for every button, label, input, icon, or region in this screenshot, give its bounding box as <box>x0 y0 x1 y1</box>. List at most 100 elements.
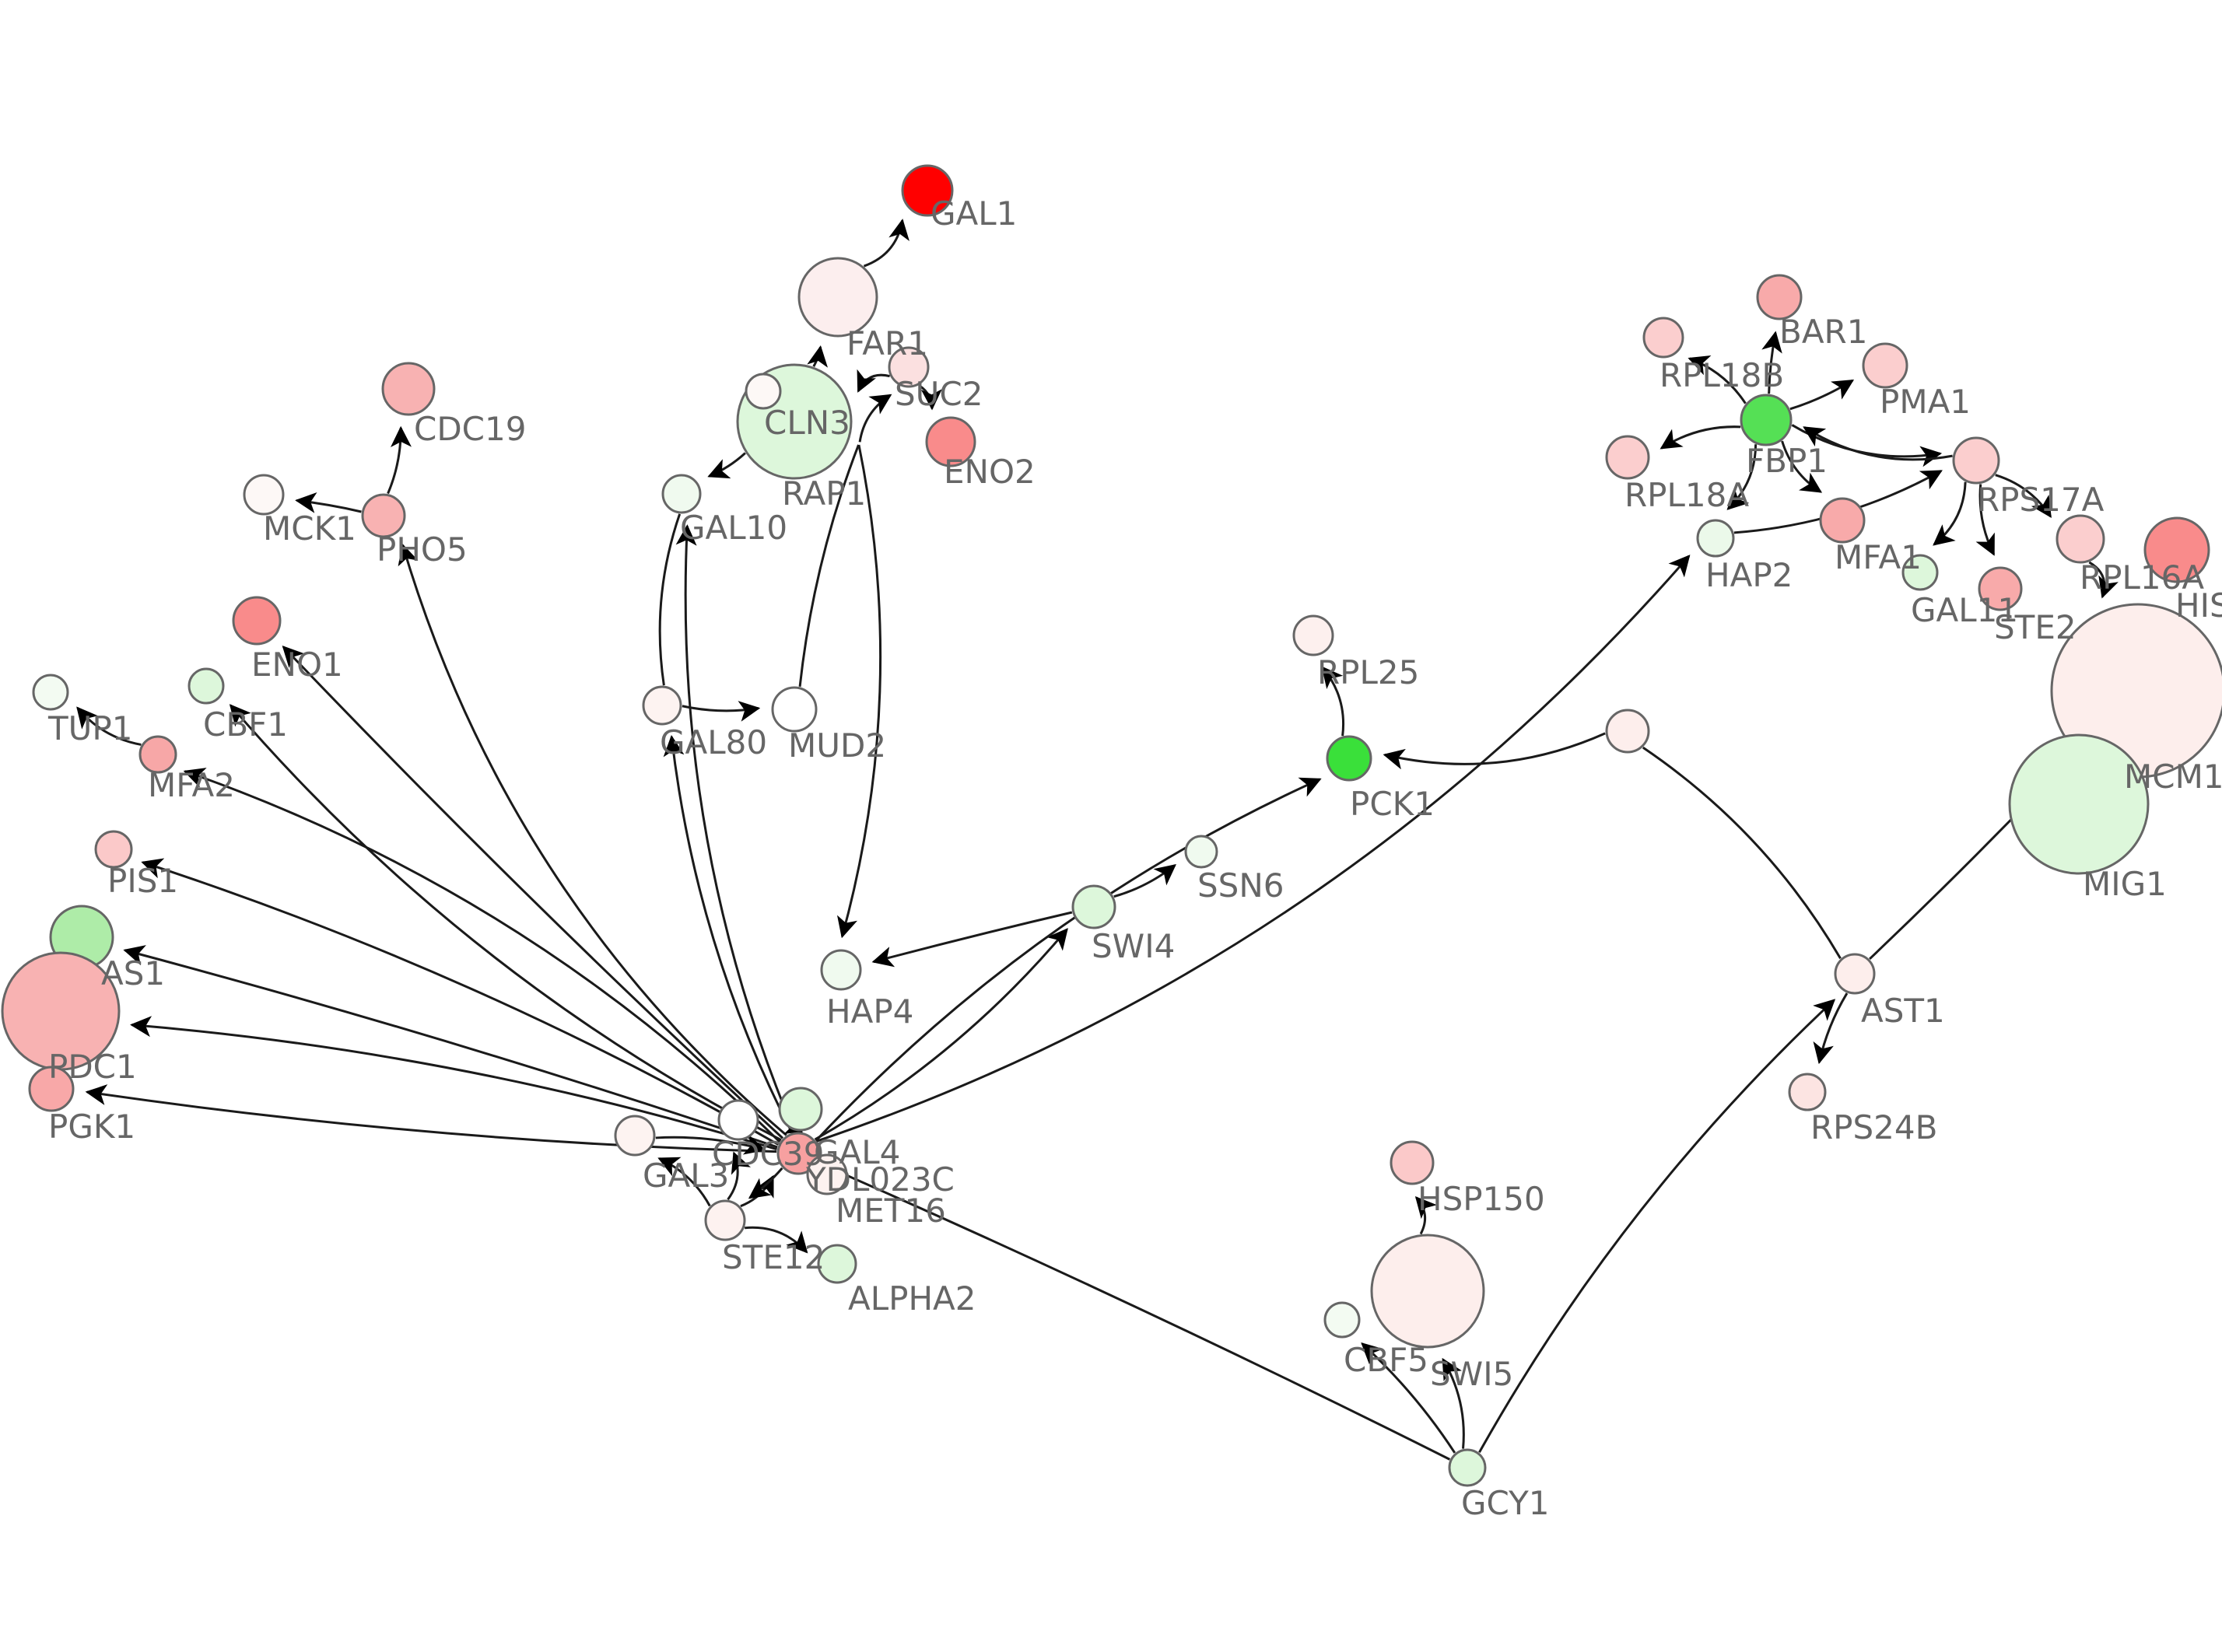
edge-fbp1-to-bar1[interactable] <box>1761 331 1782 394</box>
node-rps24b[interactable] <box>1788 1073 1827 1111</box>
node-gal4[interactable] <box>776 1132 820 1175</box>
edge-gal4-to-gal80[interactable] <box>663 734 794 1133</box>
edge-mig1n-to-pck1[interactable] <box>1383 732 1606 770</box>
node-gal80[interactable] <box>642 685 682 726</box>
edge-pho5-to-mck1[interactable] <box>295 492 362 513</box>
edge-gal4-to-pdc1[interactable] <box>130 1016 777 1151</box>
node-mig1n[interactable] <box>1605 709 1650 754</box>
node-rpl16a[interactable] <box>2056 514 2105 564</box>
node-mud2[interactable] <box>771 686 818 733</box>
node-swi5[interactable] <box>1370 1234 1485 1349</box>
node-gal3[interactable] <box>614 1115 656 1157</box>
edge-mig1n-to-ast1[interactable] <box>1642 746 1842 960</box>
node-hsp150[interactable] <box>1390 1140 1435 1185</box>
node-cbf1[interactable] <box>188 667 225 705</box>
node-rps17a[interactable] <box>1952 436 2000 485</box>
node-hap4[interactable] <box>820 949 862 991</box>
edge-gal3-to-gal4[interactable] <box>655 1134 766 1155</box>
edge-gal4-to-eno1[interactable] <box>282 646 784 1139</box>
node-mfa1[interactable] <box>1819 497 1866 544</box>
edge-gal10-to-gal80[interactable] <box>658 513 682 686</box>
edge-far1-to-gal1[interactable] <box>863 219 909 268</box>
node-bar1[interactable] <box>1756 274 1803 320</box>
node-fbp1[interactable] <box>1740 394 1793 446</box>
node-cbf5[interactable] <box>1323 1301 1361 1339</box>
edge-gal4-to-gcy1[interactable] <box>817 1161 1451 1461</box>
edge-gal4-to-hap2[interactable] <box>815 555 1691 1143</box>
node-gal1[interactable] <box>901 164 954 217</box>
node-ast1[interactable] <box>1834 953 1876 995</box>
edge-gal4-to-mfa2[interactable] <box>183 768 781 1143</box>
node-ste2[interactable] <box>1978 566 2023 611</box>
edge-rps17a-to-ste2[interactable] <box>1975 484 1996 556</box>
node-gal11[interactable] <box>1901 554 1939 591</box>
node-ydl023c[interactable] <box>806 1153 848 1195</box>
edge-suc2-to-cln3[interactable] <box>857 369 890 393</box>
node-pma1[interactable] <box>1862 342 1908 389</box>
edge-ste12-to-cdc39[interactable] <box>727 1151 752 1201</box>
node-alpha2[interactable] <box>817 1244 857 1284</box>
edge-gal4-to-pgk1[interactable] <box>85 1084 777 1153</box>
edge-mfa2-to-tup1[interactable] <box>76 706 142 746</box>
edge-gcy1-to-ast1[interactable] <box>1478 999 1836 1454</box>
node-far1[interactable] <box>797 257 878 338</box>
edge-cln3-to-far1[interactable] <box>807 345 829 368</box>
node-cdc19[interactable] <box>381 362 436 416</box>
edge-gcy1-to-cbf5[interactable] <box>1361 1342 1456 1454</box>
node-mck1[interactable] <box>243 474 285 516</box>
edge-rap1-to-suc2[interactable] <box>858 394 892 443</box>
node-gal10[interactable] <box>661 474 702 514</box>
edge-cln3-to-gal10[interactable] <box>707 452 746 479</box>
edge-suc2-to-eno2[interactable] <box>918 384 942 411</box>
node-rpl25[interactable] <box>1292 614 1334 656</box>
edge-gal4-to-swi4[interactable] <box>814 928 1068 1141</box>
node-rpl18b[interactable] <box>1642 317 1684 359</box>
edge-fbp1-to-pma1[interactable] <box>1789 379 1855 411</box>
node-mig1[interactable] <box>2008 733 2150 875</box>
node-eno1[interactable] <box>232 596 282 646</box>
edge-gal4-to-pck1[interactable] <box>815 777 1322 1142</box>
edge-rps17a-to-fbp1[interactable] <box>1803 426 1953 461</box>
edge-gal4-to-pho5[interactable] <box>398 543 787 1136</box>
edge-rap1-to-hap4[interactable] <box>836 444 882 939</box>
edge-rpl16a-to-mcm1[interactable] <box>2088 561 2119 599</box>
node-suc2[interactable] <box>888 346 930 388</box>
edge-gal4-to-cbf1[interactable] <box>229 704 782 1141</box>
edge-mud2-to-rap1[interactable] <box>798 444 860 688</box>
edge-swi4-to-ssn6[interactable] <box>1113 863 1176 898</box>
edge-rps17a-to-rpl16a[interactable] <box>1995 474 2052 518</box>
edge-swi4-to-hap4[interactable] <box>871 911 1073 968</box>
edge-fbp1-to-hap2[interactable] <box>1726 444 1758 510</box>
node-rpl18a[interactable] <box>1605 435 1650 480</box>
edge-rps17a-to-gal11[interactable] <box>1933 481 1967 546</box>
edge-fbp1-to-mfa1[interactable] <box>1781 440 1823 493</box>
edge-gal4-to-pis1[interactable] <box>141 858 780 1146</box>
edge-pck1-to-rpl25[interactable] <box>1321 666 1344 737</box>
nodes-layer[interactable] <box>1 164 2222 1487</box>
edge-ast1-to-rps24b[interactable] <box>1813 992 1849 1065</box>
edge-ste12-to-gal3[interactable] <box>657 1157 711 1207</box>
node-gcy1[interactable] <box>1448 1448 1487 1487</box>
edge-fbp1-to-rpl18a[interactable] <box>1659 425 1741 450</box>
node-pho5[interactable] <box>361 493 406 538</box>
edge-gal80-to-mud2[interactable] <box>682 701 761 722</box>
edge-gcy1-to-swi5[interactable] <box>1442 1357 1465 1449</box>
edge-gal4-to-gal10[interactable] <box>675 524 796 1133</box>
node-pgk1[interactable] <box>28 1066 75 1112</box>
edge-swi5-to-hsp150[interactable] <box>1414 1195 1437 1235</box>
node-hap4b[interactable] <box>778 1087 823 1132</box>
node-swi4[interactable] <box>1071 884 1116 929</box>
node-cdc39[interactable] <box>717 1099 759 1141</box>
node-pis1[interactable] <box>94 830 133 869</box>
node-his4[interactable] <box>2143 516 2210 583</box>
node-cln3b[interactable] <box>745 373 782 410</box>
node-mfa2[interactable] <box>138 735 177 774</box>
edge-fbp1-to-rpl18b[interactable] <box>1688 355 1747 404</box>
node-ste12[interactable] <box>704 1199 746 1241</box>
edge-pho5-to-cdc19[interactable] <box>387 425 412 495</box>
node-pck1[interactable] <box>1326 735 1372 782</box>
edge-ste12-to-alpha2[interactable] <box>745 1226 808 1254</box>
edge-gal4-to-ste12[interactable] <box>748 1167 783 1199</box>
edge-gal4-to-as1[interactable] <box>123 945 778 1149</box>
